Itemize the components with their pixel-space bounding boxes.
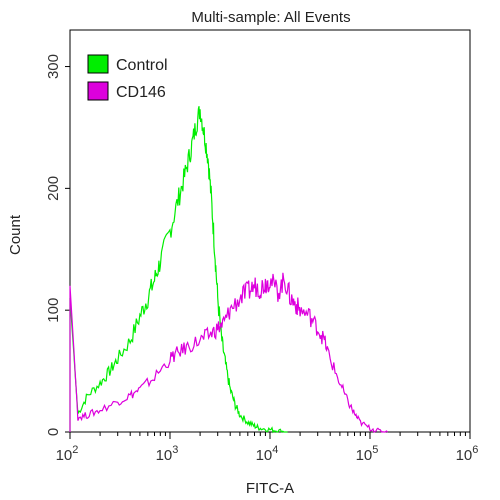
x-axis-title: FITC-A [246,480,294,497]
x-tick-base: 10 [356,447,373,464]
legend-swatch-control [87,54,109,74]
x-tick-exponent: 3 [172,444,178,456]
x-tick-label-1000: 103 [156,444,179,464]
x-tick-label-100000: 105 [356,444,379,464]
chart-title: Multi-sample: All Events [191,9,350,26]
y-tick-label-0: 0 [45,428,62,436]
x-tick-base: 10 [156,447,173,464]
legend: Control CD146 [87,54,168,101]
x-tick-label-100: 102 [56,444,79,464]
series-line-control [69,106,288,434]
legend-label-cd146: CD146 [116,84,166,101]
x-tick-base: 10 [456,447,473,464]
y-axis-title: Count [7,214,24,255]
y-tick-label-200: 200 [45,176,62,201]
y-axis: 0 100 200 300 [45,54,70,436]
x-tick-label-10000: 104 [256,444,279,464]
series-layer [69,106,388,434]
x-tick-exponent: 2 [72,444,78,456]
legend-swatch-cd146 [87,81,109,101]
series-line-cd146 [69,272,388,433]
x-tick-base: 10 [56,447,73,464]
x-tick-base: 10 [256,447,273,464]
x-axis: 102 103 104 105 106 [56,432,479,464]
legend-label-control: Control [116,57,168,74]
x-tick-label-1000000: 106 [456,444,479,464]
x-tick-exponent: 6 [472,444,478,456]
x-tick-exponent: 4 [272,444,278,456]
y-tick-label-100: 100 [45,298,62,323]
y-tick-label-300: 300 [45,54,62,79]
x-tick-exponent: 5 [372,444,378,456]
